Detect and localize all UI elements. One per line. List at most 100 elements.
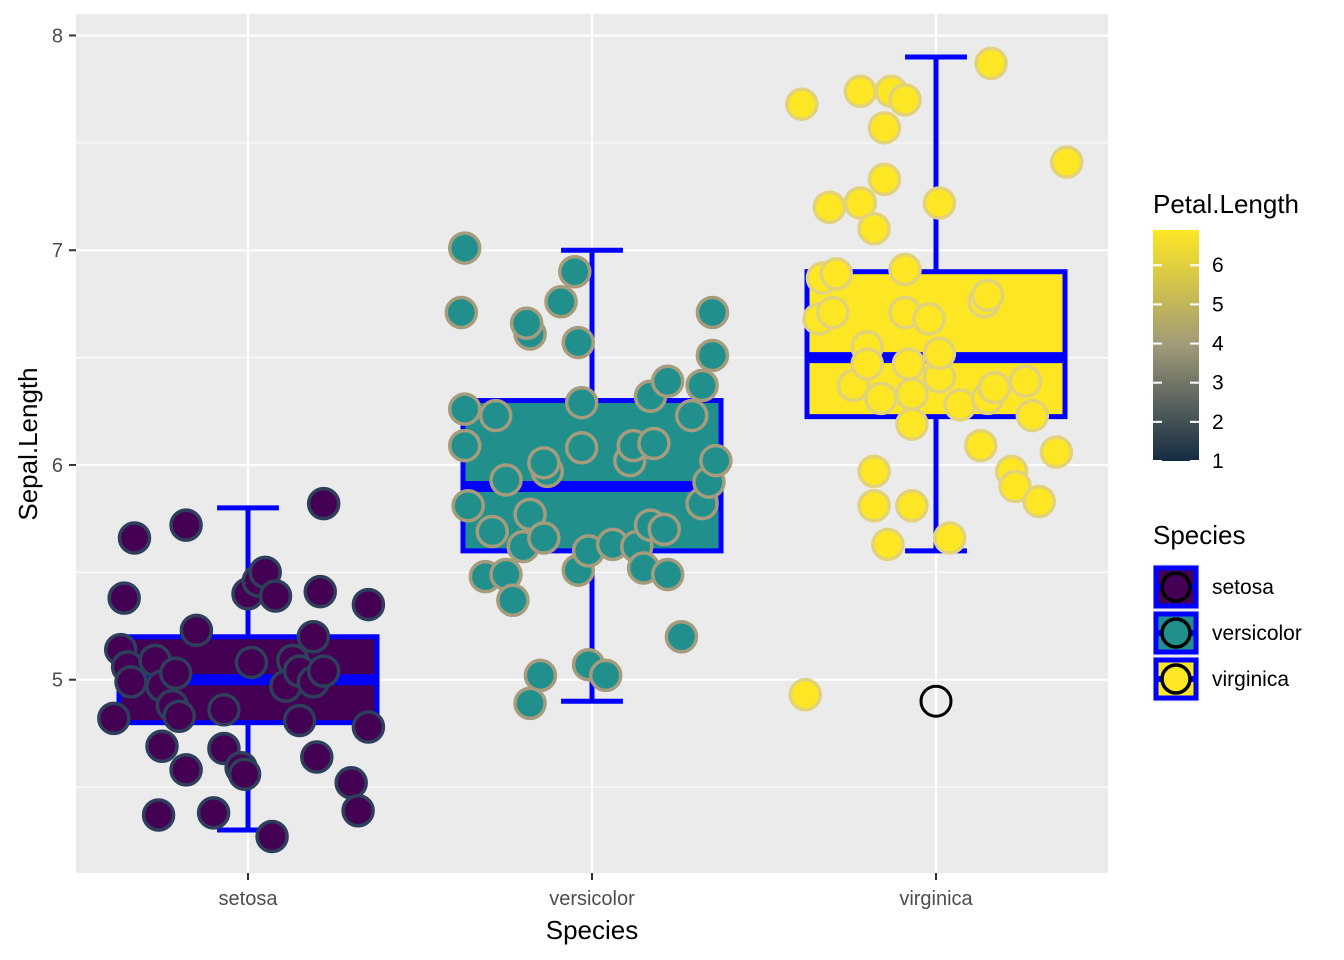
data-point-versicolor <box>664 620 699 654</box>
data-point-setosa <box>306 486 341 521</box>
legend-key-point <box>1160 571 1192 603</box>
data-point-setosa <box>341 793 375 828</box>
data-point-versicolor <box>444 295 479 330</box>
data-point-versicolor <box>509 306 544 340</box>
legend-key-setosa: setosa <box>1153 564 1274 610</box>
data-point-virginica <box>933 521 967 555</box>
colorbar-tick-label: 2 <box>1212 411 1224 434</box>
data-point-virginica <box>843 186 878 220</box>
data-point-versicolor <box>561 325 595 360</box>
x-axis: setosa versicolor virginica <box>219 873 974 910</box>
x-axis-title: Species <box>546 915 639 945</box>
data-point-setosa <box>169 508 203 542</box>
data-point-setosa <box>162 699 196 733</box>
species-legend-title: Species <box>1153 520 1246 550</box>
data-point-virginica <box>974 46 1008 81</box>
y-tick-label: 6 <box>52 455 63 477</box>
data-point-versicolor <box>447 392 482 426</box>
data-point-setosa <box>300 740 334 774</box>
data-point-virginica <box>895 377 929 411</box>
data-point-versicolor <box>699 443 733 478</box>
x-tick-label: setosa <box>219 888 279 910</box>
y-axis-title: Sepal.Length <box>13 367 43 520</box>
data-point-virginica <box>1008 364 1043 398</box>
data-point-virginica <box>943 388 977 422</box>
y-tick-label: 5 <box>52 670 63 692</box>
data-point-versicolor <box>513 686 547 721</box>
y-axis: 5 6 7 8 <box>52 25 76 692</box>
data-point-versicolor <box>527 521 561 555</box>
legend-species: Species setosa versicolor virginica <box>1153 520 1302 702</box>
data-point-setosa <box>141 798 176 832</box>
data-point-virginica <box>867 162 902 197</box>
data-point-setosa <box>196 796 231 830</box>
legend-key-label: virginica <box>1212 668 1289 691</box>
data-point-virginica <box>788 678 823 712</box>
data-point-virginica <box>888 252 922 287</box>
data-point-virginica <box>998 469 1032 504</box>
data-point-versicolor <box>447 231 482 265</box>
data-point-virginica <box>1015 398 1050 433</box>
data-point-virginica <box>867 111 902 145</box>
data-point-virginica <box>819 257 853 291</box>
colorbar-ticks: 6 5 4 3 2 1 <box>1153 254 1224 473</box>
data-point-virginica <box>812 190 847 225</box>
data-point-virginica <box>963 428 998 463</box>
data-point-setosa <box>258 579 293 613</box>
legend-colorbar: Petal.Length 6 5 4 3 2 1 <box>1153 189 1299 473</box>
data-point-setosa <box>97 701 131 736</box>
data-point-versicolor <box>685 368 719 403</box>
legend-key-virginica: virginica <box>1153 656 1289 702</box>
colorbar-title: Petal.Length <box>1153 189 1299 219</box>
data-point-virginica <box>816 295 850 330</box>
data-point-virginica <box>922 186 957 220</box>
data-point-virginica <box>1049 145 1084 179</box>
data-point-versicolor <box>558 254 592 289</box>
data-point-virginica <box>850 347 884 381</box>
data-point-versicolor <box>523 658 558 693</box>
data-point-setosa <box>234 645 269 680</box>
data-point-versicolor <box>496 583 530 618</box>
data-point-versicolor <box>475 514 509 549</box>
data-point-virginica <box>857 212 891 246</box>
data-point-versicolor <box>650 364 685 398</box>
data-point-virginica <box>912 302 946 336</box>
data-point-setosa <box>145 729 179 764</box>
data-point-virginica <box>864 381 898 416</box>
data-point-setosa <box>117 521 152 555</box>
x-tick-label: versicolor <box>549 888 635 910</box>
legend-key-versicolor: versicolor <box>1153 610 1302 656</box>
data-point-versicolor <box>695 295 730 330</box>
x-tick-label: virginica <box>899 888 973 910</box>
data-point-versicolor <box>637 426 671 461</box>
data-point-setosa <box>179 613 214 648</box>
colorbar-tick-label: 6 <box>1212 254 1224 277</box>
data-point-setosa <box>351 710 386 744</box>
data-point-virginica <box>857 454 891 489</box>
data-point-setosa <box>255 819 289 854</box>
data-point-versicolor <box>675 398 709 433</box>
data-point-virginica <box>891 347 926 381</box>
colorbar-tick-label: 1 <box>1212 450 1224 473</box>
data-point-setosa <box>207 693 241 727</box>
data-point-versicolor <box>650 557 685 592</box>
outlier-point <box>919 684 953 718</box>
y-tick-label: 7 <box>52 240 63 262</box>
data-point-setosa <box>303 574 337 609</box>
data-point-virginica <box>1039 435 1074 469</box>
data-point-virginica <box>888 83 922 117</box>
data-point-virginica <box>785 87 819 121</box>
jitter-points <box>97 46 1084 854</box>
data-point-setosa <box>169 753 203 787</box>
colorbar-tick-label: 3 <box>1212 372 1224 395</box>
data-point-versicolor <box>451 489 485 523</box>
data-point-setosa <box>227 757 262 791</box>
data-point-setosa <box>282 703 317 738</box>
data-point-setosa <box>306 654 341 688</box>
data-point-setosa <box>351 587 386 622</box>
data-point-virginica <box>843 74 878 109</box>
colorbar-tick-label: 5 <box>1212 293 1224 316</box>
data-point-virginica <box>977 370 1012 405</box>
y-tick-label: 8 <box>52 25 63 47</box>
